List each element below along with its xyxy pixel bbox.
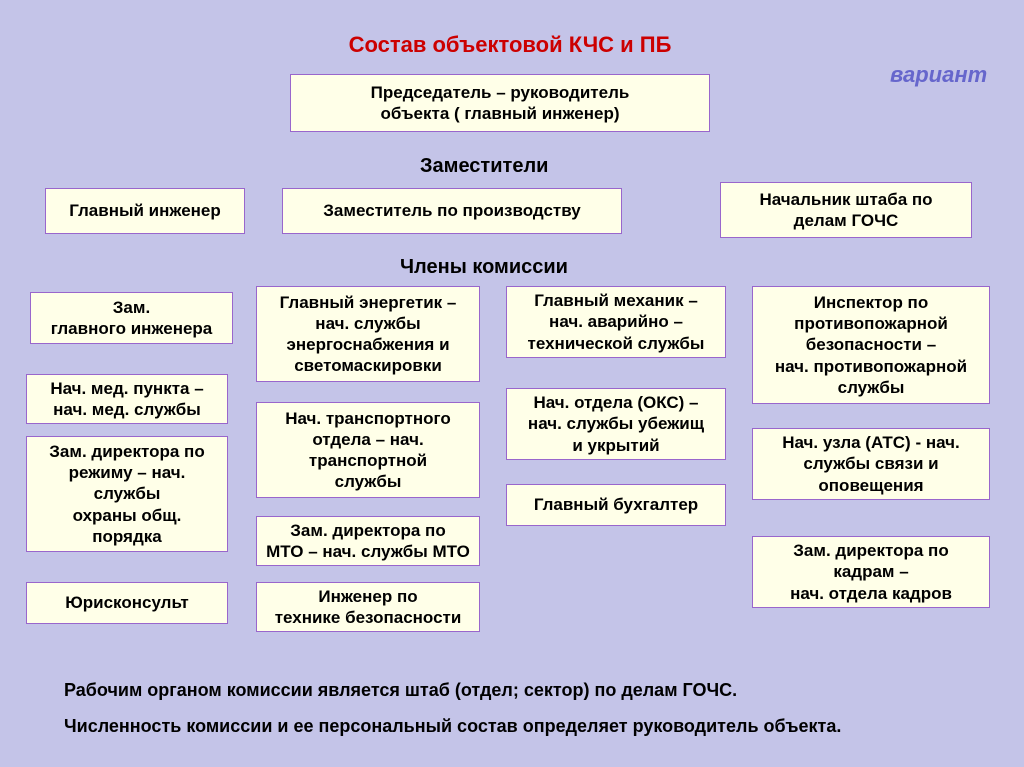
member-box: Зам. директора по МТО – нач. службы МТО [256, 516, 480, 566]
variant-label: вариант [890, 62, 987, 88]
member-box: Нач. транспортного отдела – нач. транспо… [256, 402, 480, 498]
chairman-box: Председатель – руководитель объекта ( гл… [290, 74, 710, 132]
footnote: Численность комиссии и ее персональный с… [64, 716, 841, 737]
diagram-canvas: Состав объектовой КЧС и ПБ вариант Предс… [0, 0, 1024, 767]
member-box: Нач. мед. пункта – нач. мед. службы [26, 374, 228, 424]
member-box: Зам. директора по кадрам – нач. отдела к… [752, 536, 990, 608]
member-box: Главный энергетик – нач. службы энергосн… [256, 286, 480, 382]
diagram-title: Состав объектовой КЧС и ПБ [300, 32, 720, 58]
member-box: Зам. главного инженера [30, 292, 233, 344]
member-box: Инспектор по противопожарной безопасност… [752, 286, 990, 404]
member-box: Зам. директора по режиму – нач. службы о… [26, 436, 228, 552]
member-box: Юрисконсульт [26, 582, 228, 624]
members-label: Члены комиссии [400, 256, 568, 279]
member-box: Нач. отдела (ОКС) – нач. службы убежищ и… [506, 388, 726, 460]
deputy-box: Заместитель по производству [282, 188, 622, 234]
deputy-box: Главный инженер [45, 188, 245, 234]
deputies-label: Заместители [420, 155, 548, 178]
member-box: Главный бухгалтер [506, 484, 726, 526]
member-box: Нач. узла (АТС) - нач. службы связи и оп… [752, 428, 990, 500]
deputy-box: Начальник штаба по делам ГОЧС [720, 182, 972, 238]
member-box: Инженер по технике безопасности [256, 582, 480, 632]
member-box: Главный механик – нач. аварийно – технич… [506, 286, 726, 358]
footnote: Рабочим органом комиссии является штаб (… [64, 680, 737, 701]
